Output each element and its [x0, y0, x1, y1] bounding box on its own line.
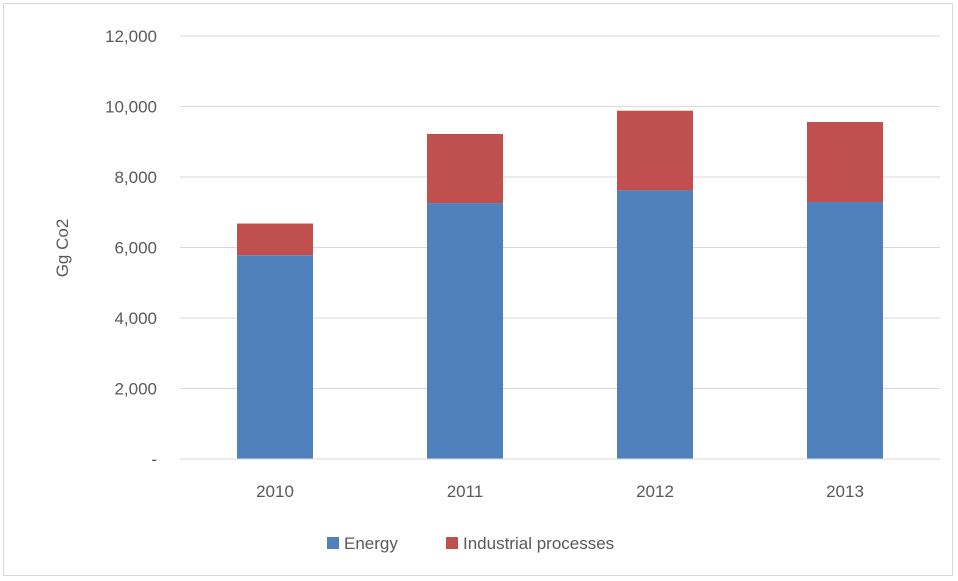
y-tick-label: 4,000	[114, 309, 157, 328]
legend-label: Industrial processes	[463, 534, 614, 553]
x-axis-tick-labels: 2010 2011 2012 2013	[256, 482, 864, 501]
y-axis-tick-labels: - 2,000 4,000 6,000 8,000 10,000 12,000	[105, 27, 157, 469]
y-tick-label: 12,000	[105, 27, 157, 46]
x-tick-label: 2013	[826, 482, 864, 501]
x-tick-label: 2011	[447, 482, 484, 501]
legend-label: Energy	[344, 534, 398, 553]
y-tick-label: 10,000	[105, 98, 157, 117]
bar-energy-2013	[807, 202, 883, 459]
y-tick-label: -	[151, 450, 157, 469]
legend-swatch	[327, 537, 339, 549]
bar-energy-2010	[237, 255, 313, 459]
bar-industrial-processes-2013	[807, 122, 883, 203]
bars	[237, 110, 883, 459]
y-axis-title: Gg Co2	[53, 219, 72, 278]
y-tick-label: 8,000	[114, 168, 157, 187]
x-tick-label: 2012	[636, 482, 674, 501]
bar-industrial-processes-2010	[237, 223, 313, 256]
legend-swatch	[446, 537, 458, 549]
legend: Energy Industrial processes	[327, 534, 614, 553]
y-tick-label: 6,000	[114, 239, 157, 258]
y-tick-label: 2,000	[114, 380, 157, 399]
bar-energy-2011	[427, 203, 503, 459]
bar-industrial-processes-2012	[617, 110, 693, 191]
x-tick-label: 2010	[256, 482, 294, 501]
bar-industrial-processes-2011	[427, 133, 503, 204]
bar-energy-2012	[617, 190, 693, 459]
